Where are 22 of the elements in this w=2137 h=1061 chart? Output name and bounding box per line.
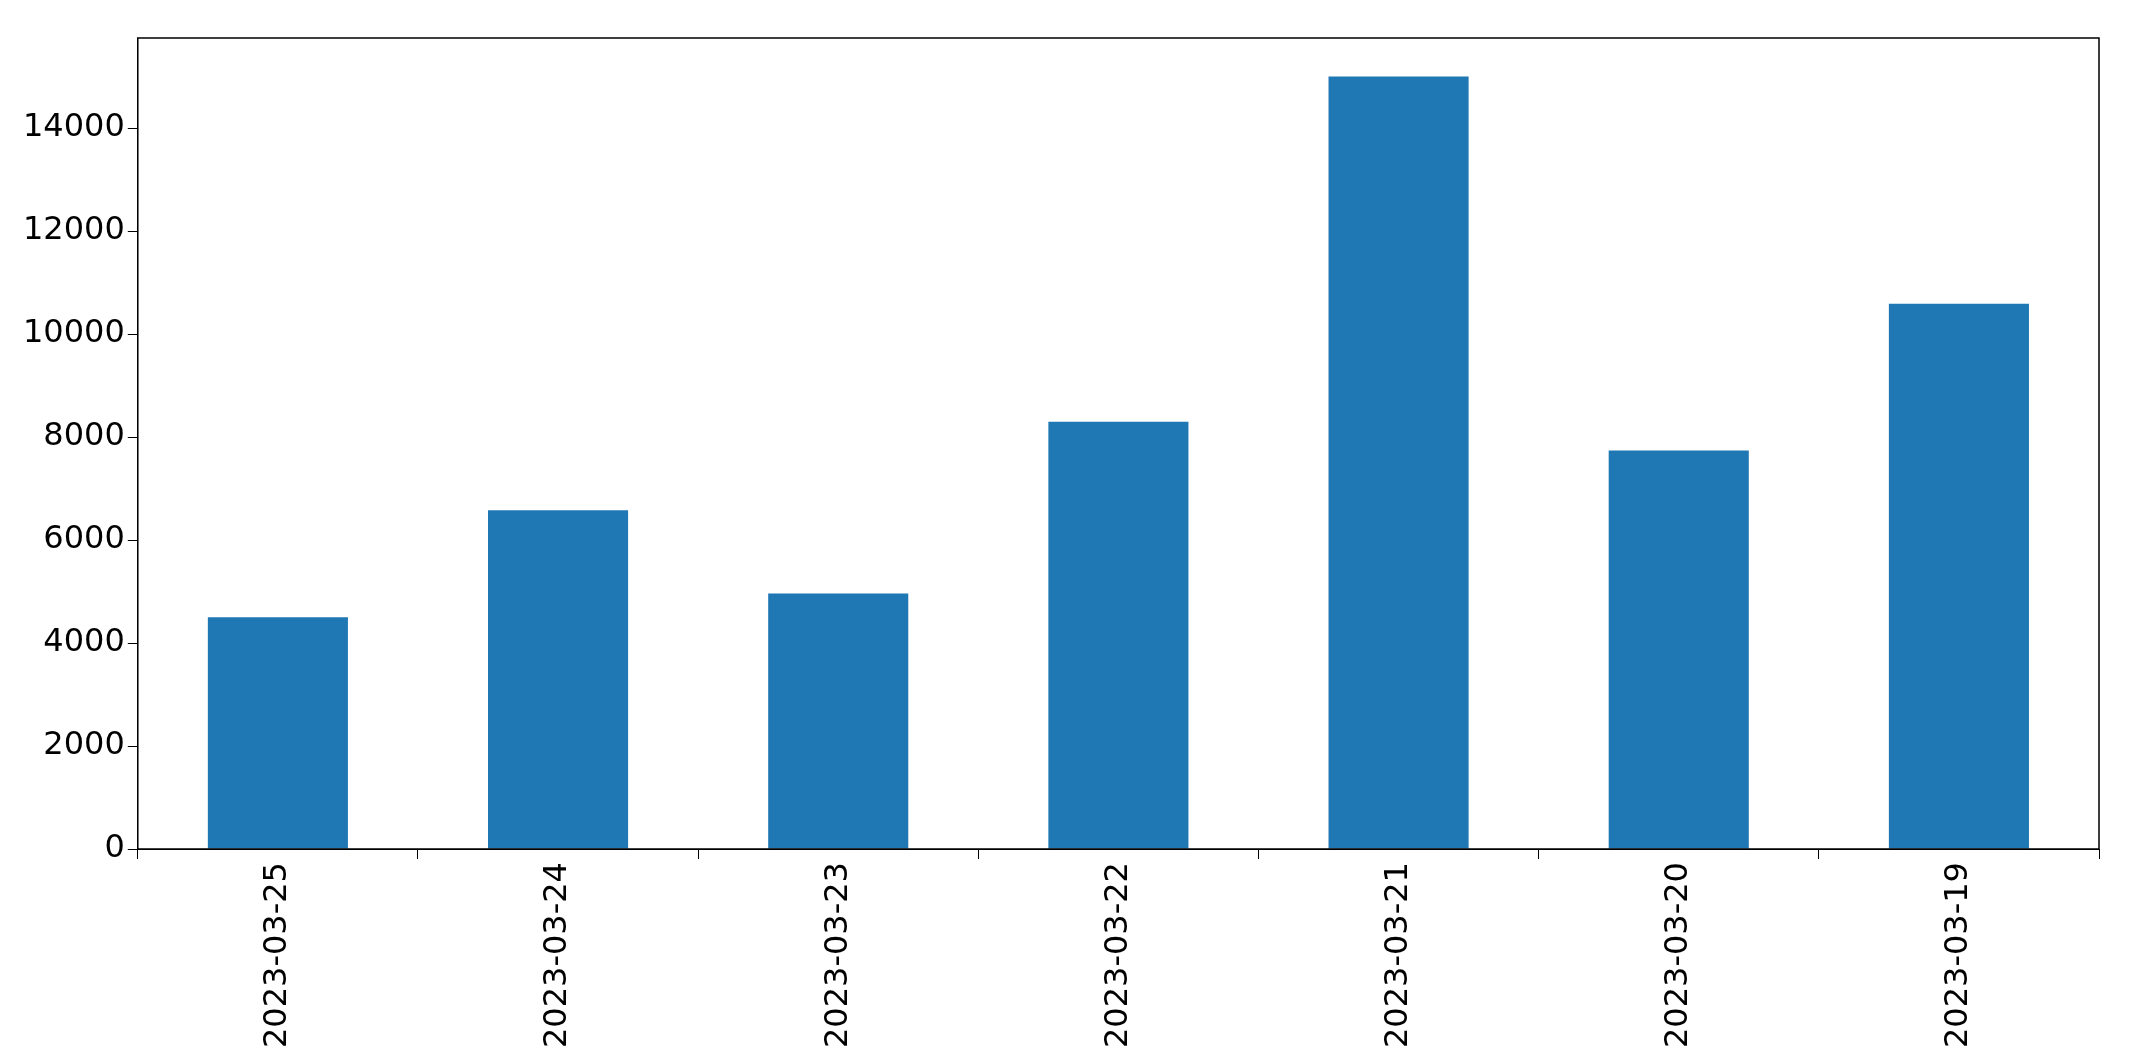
x-tick-label: 2023-03-24 — [536, 862, 575, 1048]
x-tick-label: 2023-03-20 — [1657, 862, 1696, 1048]
bar — [1888, 303, 2029, 849]
bar — [207, 617, 348, 849]
bar — [768, 593, 909, 849]
y-tick-label: 14000 — [23, 106, 125, 145]
x-tick-label: 2023-03-25 — [256, 862, 295, 1048]
x-tick-label: 2023-03-22 — [1096, 862, 1135, 1048]
y-tick-label: 2000 — [43, 724, 125, 763]
y-tick-label: 6000 — [43, 518, 125, 557]
bar — [1048, 421, 1189, 849]
x-tick-label: 2023-03-21 — [1376, 862, 1415, 1048]
y-tick-label: 12000 — [23, 209, 125, 248]
bar — [488, 510, 629, 849]
bar — [1328, 76, 1469, 849]
y-tick-label: 4000 — [43, 621, 125, 660]
x-tick-label: 2023-03-19 — [1937, 862, 1976, 1048]
y-tick-label: 10000 — [23, 312, 125, 351]
y-tick-label: 8000 — [43, 415, 125, 454]
bar — [1608, 450, 1749, 849]
y-tick-label: 0 — [104, 827, 125, 866]
x-tick-label: 2023-03-23 — [816, 862, 855, 1048]
